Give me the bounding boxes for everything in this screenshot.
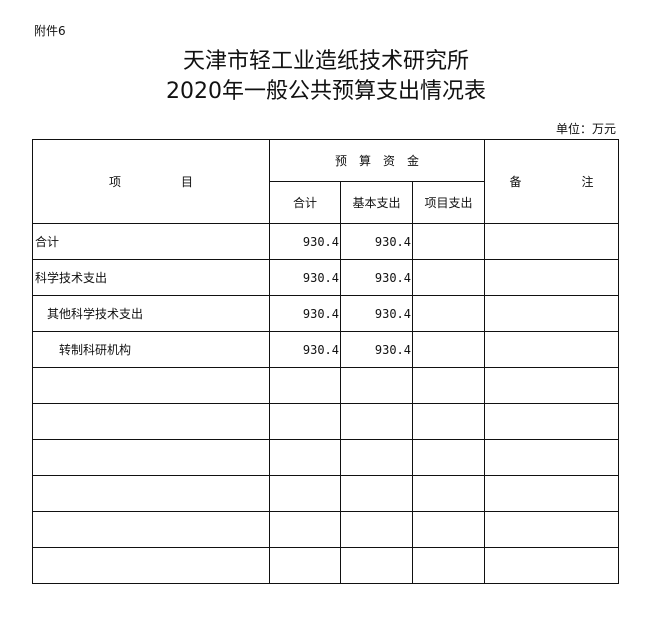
title-line1: 天津市轻工业造纸技术研究所 [182,49,469,74]
cell-total [269,547,341,584]
table-row [32,547,620,584]
title-line2: 2020年一般公共预算支出情况表 [166,79,486,104]
cell-basic [340,547,413,584]
cell-remark [484,475,620,512]
cell-remark [484,511,620,548]
cell-basic [340,439,413,476]
header-item: 项 目 [32,139,270,224]
cell-total: 930.4 [269,295,341,332]
cell-total: 930.4 [269,223,341,260]
cell-basic [340,403,413,440]
cell-project [411,295,486,332]
cell-basic [340,367,413,404]
table-row: 科学技术支出 930.4 930.4 [32,259,620,296]
table-row: 转制科研机构 930.4 930.4 [32,331,620,368]
cell-basic [340,475,413,512]
cell-remark [484,403,620,440]
cell-remark [484,367,620,404]
cell-item [32,547,270,584]
cell-remark [484,295,620,332]
cell-basic: 930.4 [340,295,413,332]
header-total: 合计 [269,181,341,224]
cell-project [411,403,486,440]
table-row: 其他科学技术支出 930.4 930.4 [32,295,620,332]
cell-total [269,511,341,548]
cell-remark [484,259,620,296]
cell-item: 合计 [32,223,270,260]
cell-remark [484,223,620,260]
cell-project [411,223,486,260]
cell-remark [484,547,620,584]
cell-project [411,439,486,476]
table-row: 合计 930.4 930.4 [32,223,620,260]
table-row [32,511,620,548]
cell-item [32,367,270,404]
cell-remark [484,439,620,476]
cell-basic: 930.4 [340,259,413,296]
table-row [32,367,620,404]
cell-item [32,511,270,548]
header-budget: 预 算 资 金 [268,139,486,182]
cell-total [269,475,341,512]
cell-item: 科学技术支出 [32,259,270,296]
cell-remark [484,331,620,368]
cell-total: 930.4 [269,331,341,368]
cell-total: 930.4 [269,259,341,296]
table-row [32,439,620,476]
cell-total [269,367,341,404]
cell-total [269,403,341,440]
table-row [32,475,620,512]
cell-project [411,259,486,296]
unit-label: 单位：万元 [555,122,616,136]
cell-item [32,403,270,440]
cell-basic: 930.4 [340,223,413,260]
cell-total [269,439,341,476]
header-project: 项目支出 [411,181,486,224]
cell-item [32,475,270,512]
header-remark: 备 注 [484,139,620,224]
cell-project [411,367,486,404]
subheader-row: 合计 基本支出 项目支出 [33,181,619,224]
cell-item: 转制科研机构 [32,331,270,368]
cell-basic: 930.4 [340,331,413,368]
cell-project [411,547,486,584]
attachment-label: 附件6 [34,24,66,38]
cell-project [411,475,486,512]
cell-project [411,331,486,368]
header-basic: 基本支出 [340,181,413,224]
cell-item: 其他科学技术支出 [32,295,270,332]
budget-table: 项 目 预 算 资 金 备 注 合计 基本支出 项目支出 合计 930.4 930.… [32,139,620,584]
cell-project [411,511,486,548]
cell-item [32,439,270,476]
cell-basic [340,511,413,548]
header-row: 项 目 预 算 资 金 备 注 [32,139,620,224]
table-row [32,403,620,440]
